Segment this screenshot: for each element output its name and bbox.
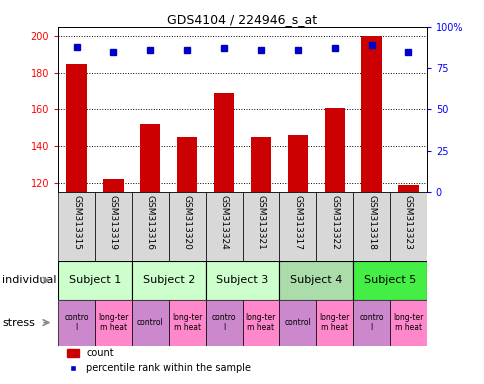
Bar <box>213 93 234 192</box>
Bar <box>132 300 168 346</box>
Bar <box>205 300 242 346</box>
Text: long-ter
m heat: long-ter m heat <box>172 313 202 332</box>
Text: Subject 1: Subject 1 <box>69 275 121 285</box>
Bar <box>316 300 352 346</box>
Bar <box>140 124 160 192</box>
Bar <box>205 192 242 261</box>
Text: control: control <box>136 318 164 327</box>
Bar <box>103 179 123 192</box>
Text: long-ter
m heat: long-ter m heat <box>319 313 349 332</box>
Bar <box>279 192 316 261</box>
Bar <box>132 192 168 261</box>
Text: control: control <box>284 318 311 327</box>
Bar <box>279 300 316 346</box>
Text: GSM313321: GSM313321 <box>256 195 265 250</box>
Bar <box>389 192 426 261</box>
Text: Subject 4: Subject 4 <box>289 275 342 285</box>
Bar <box>389 300 426 346</box>
Text: contro
l: contro l <box>64 313 89 332</box>
Text: stress: stress <box>2 318 35 328</box>
Text: GSM313320: GSM313320 <box>182 195 191 250</box>
Text: GSM313319: GSM313319 <box>109 195 118 250</box>
Text: GSM313318: GSM313318 <box>366 195 375 250</box>
Bar <box>352 261 426 300</box>
Text: Subject 2: Subject 2 <box>142 275 195 285</box>
Text: GSM313322: GSM313322 <box>330 195 338 250</box>
Bar <box>352 300 389 346</box>
Bar <box>279 261 352 300</box>
Bar <box>316 192 352 261</box>
Bar <box>58 261 132 300</box>
Bar <box>361 36 381 192</box>
Bar <box>95 192 132 261</box>
Bar <box>58 192 95 261</box>
Bar <box>168 300 205 346</box>
Text: GSM313317: GSM313317 <box>293 195 302 250</box>
Bar <box>242 192 279 261</box>
Bar <box>250 137 271 192</box>
Text: GSM313316: GSM313316 <box>146 195 154 250</box>
Text: GSM313324: GSM313324 <box>219 195 228 250</box>
Bar <box>168 192 205 261</box>
Bar <box>205 261 279 300</box>
Title: GDS4104 / 224946_s_at: GDS4104 / 224946_s_at <box>167 13 317 26</box>
Text: contro
l: contro l <box>359 313 383 332</box>
Text: Subject 5: Subject 5 <box>363 275 415 285</box>
Bar <box>58 300 95 346</box>
Bar <box>66 64 87 192</box>
Legend: count, percentile rank within the sample: count, percentile rank within the sample <box>63 344 255 377</box>
Bar <box>95 300 132 346</box>
Text: long-ter
m heat: long-ter m heat <box>393 313 423 332</box>
Bar <box>352 192 389 261</box>
Text: contro
l: contro l <box>212 313 236 332</box>
Text: GSM313315: GSM313315 <box>72 195 81 250</box>
Bar <box>242 300 279 346</box>
Bar <box>132 261 205 300</box>
Text: Subject 3: Subject 3 <box>216 275 268 285</box>
Text: long-ter
m heat: long-ter m heat <box>245 313 275 332</box>
Bar <box>324 108 344 192</box>
Text: GSM313323: GSM313323 <box>403 195 412 250</box>
Bar <box>397 185 418 192</box>
Text: long-ter
m heat: long-ter m heat <box>98 313 128 332</box>
Bar <box>177 137 197 192</box>
Bar <box>287 135 307 192</box>
Text: individual: individual <box>2 275 57 285</box>
